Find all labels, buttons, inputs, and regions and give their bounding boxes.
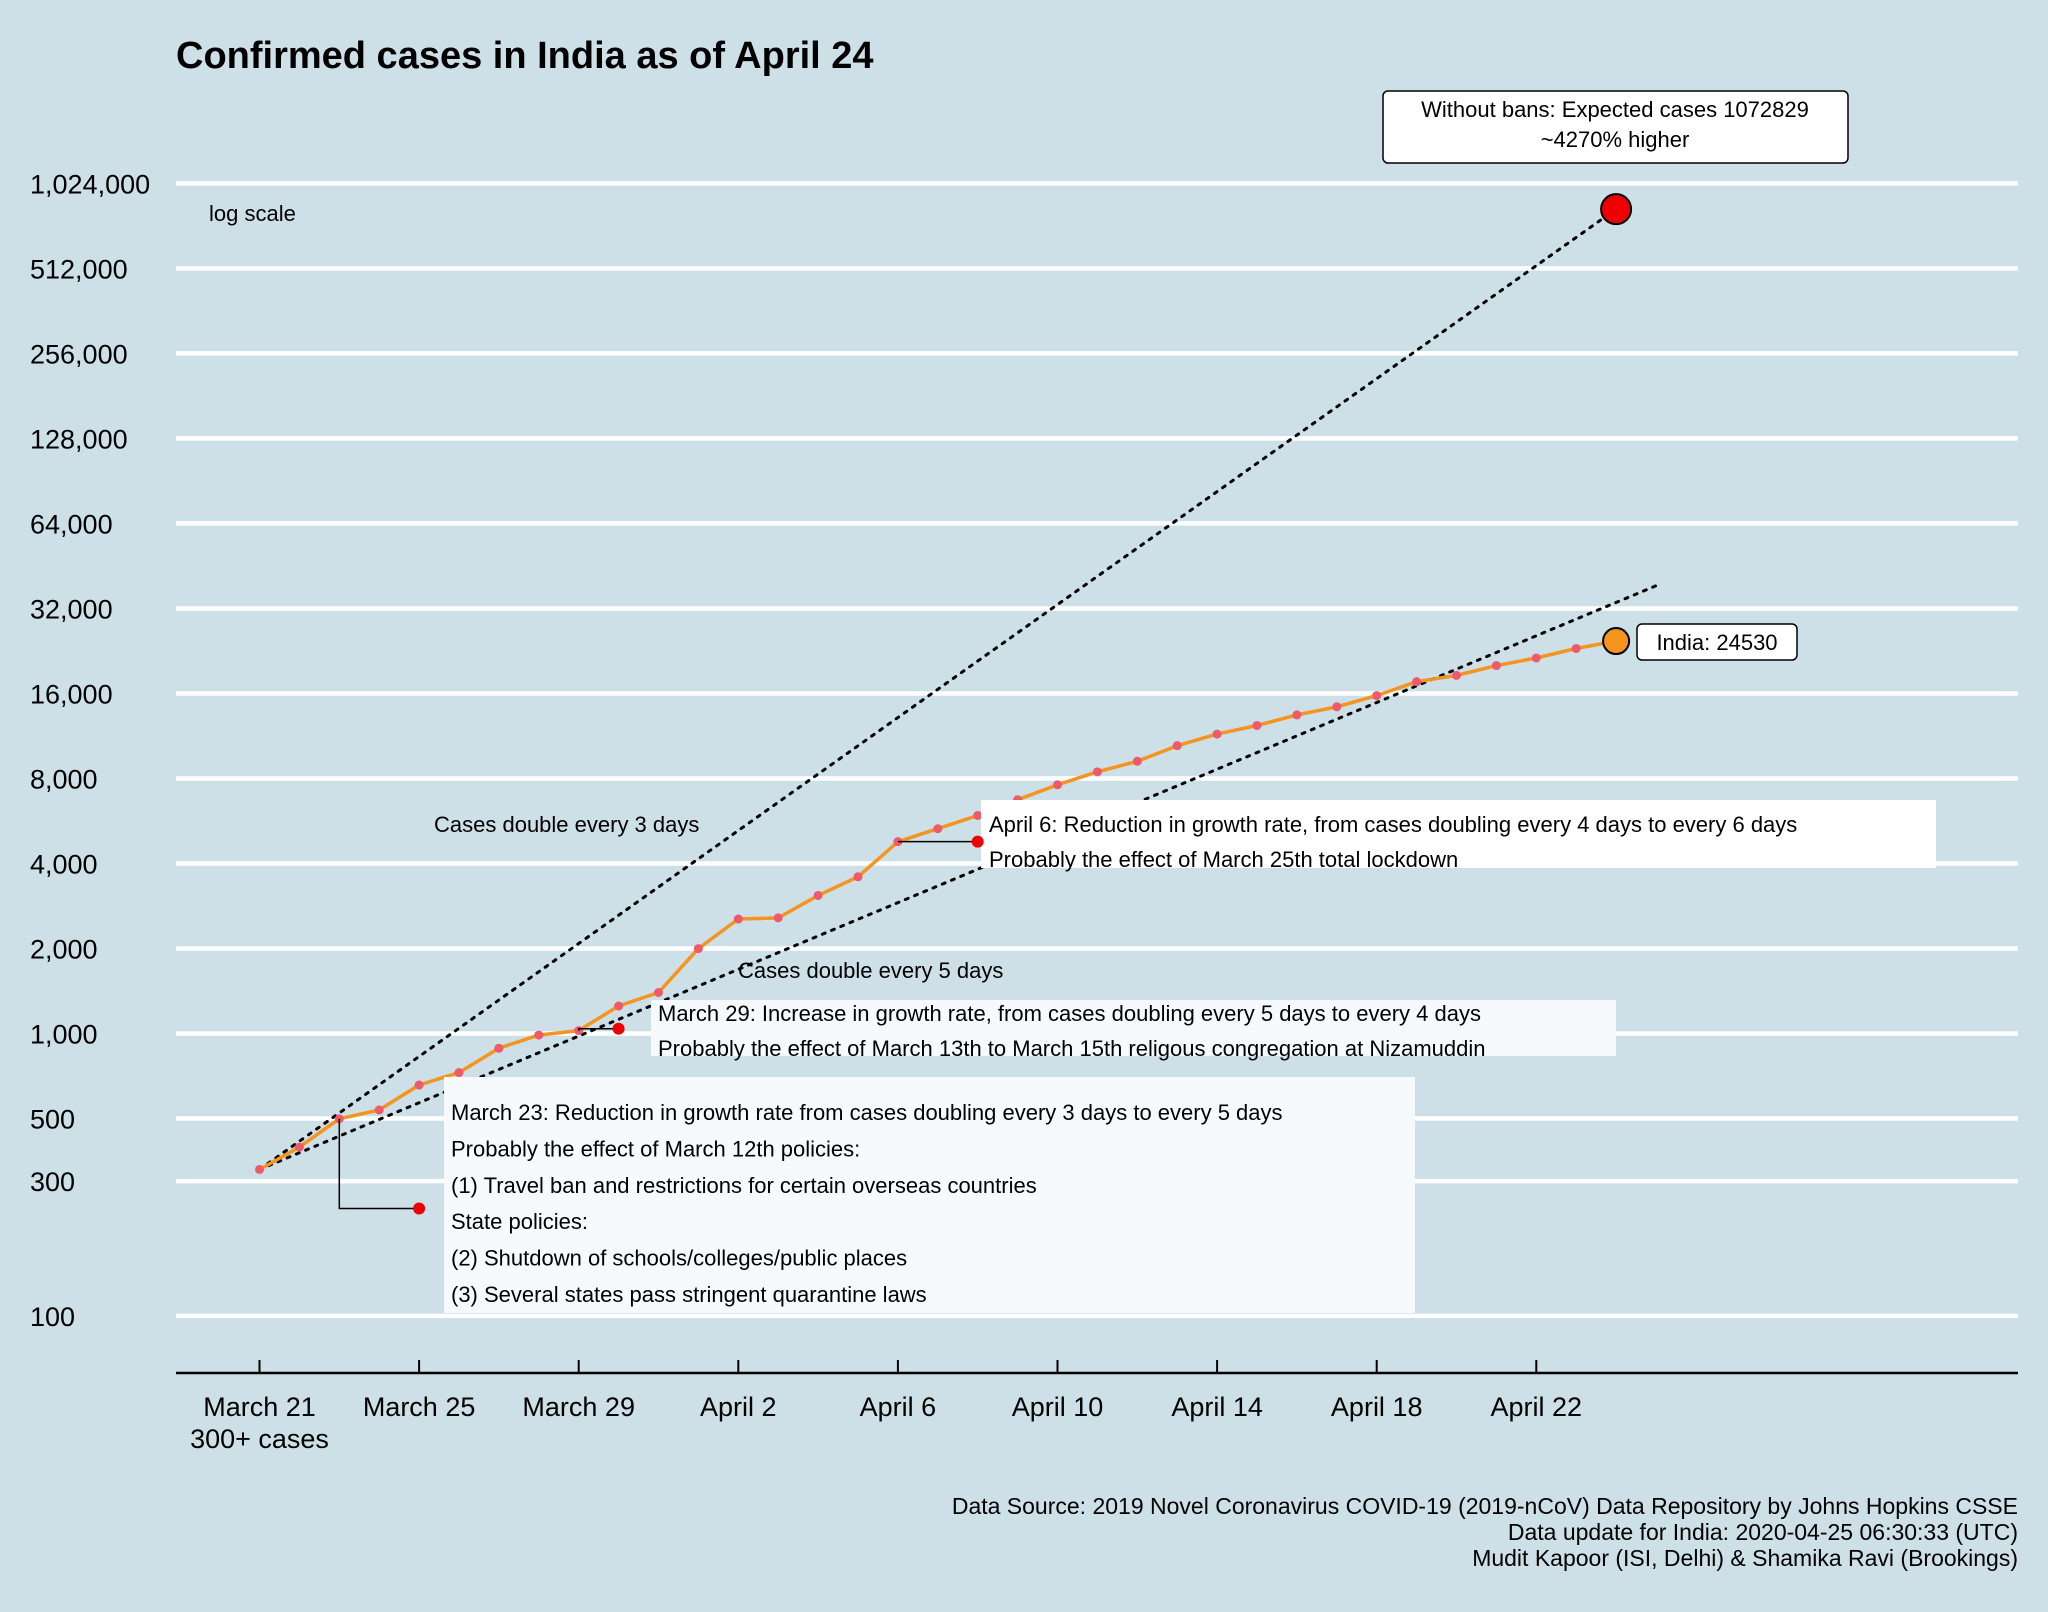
y-tick-label: 64,000	[30, 509, 113, 539]
annotation-leader	[338, 1118, 420, 1210]
x-tick-label: March 25	[363, 1392, 476, 1422]
reference-line	[258, 207, 1618, 1171]
data-point	[973, 810, 983, 820]
data-point	[813, 890, 823, 900]
data-point	[255, 1164, 264, 1174]
reference-line	[258, 584, 1658, 1171]
data-point	[1452, 670, 1461, 680]
annotation-leader	[577, 1027, 619, 1031]
annotation-box	[981, 800, 1936, 868]
data-point	[1053, 780, 1062, 790]
data-point	[494, 1043, 504, 1053]
annotation-marker	[413, 1202, 426, 1215]
y-tick-label: 8,000	[30, 764, 98, 794]
x-tick-label: April 10	[1012, 1392, 1104, 1422]
annotation-box	[651, 1000, 1616, 1056]
footer-credit: Mudit Kapoor (ISI, Delhi) & Shamika Ravi…	[1472, 1545, 2018, 1571]
y-tick-label: 512,000	[30, 254, 128, 284]
data-point	[693, 944, 703, 954]
data-point	[1172, 741, 1182, 751]
y-tick-label: 4,000	[30, 849, 98, 879]
data-point	[414, 1080, 424, 1090]
highlight-points: Without bans: Expected cases 1072829 ~427…	[1382, 90, 1849, 661]
y-tick-label: 100	[30, 1302, 75, 1332]
reference-line-label: Cases double every 3 days	[434, 812, 699, 837]
annotation-text: Probably the effect of March 25th total …	[989, 847, 1458, 872]
data-point	[534, 1030, 544, 1040]
data-point	[614, 1001, 624, 1011]
data-point	[1531, 653, 1541, 663]
annotation-text: (1) Travel ban and restrictions for cert…	[451, 1173, 1037, 1198]
data-point	[1571, 644, 1581, 654]
annotation-text: Probably the effect of March 13th to Mar…	[658, 1036, 1486, 1061]
highlight-label-text: ~4270% higher	[1541, 127, 1690, 152]
highlight-label-text: India: 24530	[1656, 630, 1777, 655]
data-point	[1212, 729, 1222, 739]
x-tick-label: 300+ cases	[190, 1424, 329, 1454]
highlight-label-box	[1382, 90, 1849, 164]
annotation-box	[444, 1077, 1415, 1313]
annotation-text: March 29: Increase in growth rate, from …	[658, 1001, 1481, 1026]
annotations: March 23: Reduction in growth rate from …	[338, 800, 1936, 1313]
x-tick-label: April 2	[700, 1392, 777, 1422]
y-tick-label: 2,000	[30, 934, 98, 964]
y-tick-label: 1,024,000	[30, 169, 150, 199]
annotation-text: (2) Shutdown of schools/colleges/public …	[451, 1246, 907, 1271]
data-point	[294, 1142, 304, 1152]
y-tick-label: 500	[30, 1105, 75, 1135]
data-point	[654, 987, 663, 997]
y-tick-label: 16,000	[30, 679, 113, 709]
highlight-point	[1600, 193, 1633, 226]
data-point	[454, 1068, 464, 1078]
y-tick-label: 32,000	[30, 594, 113, 624]
y-tick-label: 300	[30, 1167, 75, 1197]
reference-line-label: Cases double every 5 days	[738, 958, 1003, 983]
data-point	[1412, 677, 1422, 687]
data-point	[1132, 756, 1142, 766]
y-tick-label: 256,000	[30, 339, 128, 369]
highlight-label-box	[1636, 623, 1798, 661]
annotation-text: (3) Several states pass stringent quaran…	[451, 1282, 927, 1307]
data-point	[1092, 767, 1102, 777]
footer-update: Data update for India: 2020-04-25 06:30:…	[1508, 1519, 2018, 1545]
data-point	[1252, 720, 1262, 730]
annotation-marker	[612, 1022, 625, 1035]
annotation-text: April 6: Reduction in growth rate, from …	[989, 812, 1797, 837]
x-tick-label: March 21	[203, 1392, 316, 1422]
y-axis-tick-labels: 100 300 500 1,000 2,000 4,000 8,000 16,000 32,00…	[30, 169, 150, 1332]
x-tick-label: April 18	[1331, 1392, 1423, 1422]
highlight-point	[1602, 627, 1631, 656]
chart-title: Confirmed cases in India as of April 24	[176, 35, 874, 77]
y-tick-label: 1,000	[30, 1020, 98, 1050]
data-point	[1292, 710, 1302, 720]
x-tick-label: March 29	[522, 1392, 635, 1422]
data-point	[933, 824, 943, 834]
annotation-text: March 23: Reduction in growth rate from …	[451, 1100, 1283, 1125]
y-tick-label: 128,000	[30, 424, 128, 454]
annotation-text: Probably the effect of March 12th polici…	[451, 1136, 860, 1161]
data-point	[374, 1105, 384, 1115]
scale-note: log scale	[209, 201, 296, 226]
series-india	[255, 636, 1621, 1174]
data-point	[1372, 691, 1382, 701]
data-point	[733, 914, 743, 924]
footer-source: Data Source: 2019 Novel Coronavirus COVI…	[952, 1493, 2018, 1519]
annotation-marker	[971, 835, 984, 848]
data-point	[1491, 661, 1501, 671]
x-tick-label: April 22	[1491, 1392, 1583, 1422]
data-point	[853, 872, 863, 882]
data-point	[1332, 702, 1342, 712]
annotation-text: State policies:	[451, 1209, 588, 1234]
data-point	[773, 913, 783, 923]
x-tick-label: April 6	[860, 1392, 937, 1422]
reference-lines: Cases double every 3 days Cases double ev…	[258, 207, 1658, 1171]
x-tick-label: April 14	[1171, 1392, 1263, 1422]
highlight-label-text: Without bans: Expected cases 1072829	[1421, 97, 1809, 122]
